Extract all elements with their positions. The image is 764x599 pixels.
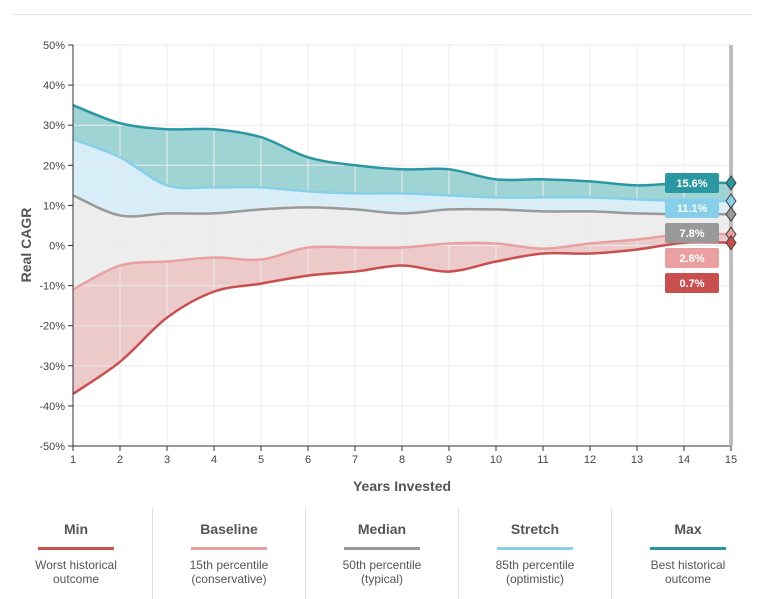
series-line-stretch <box>72 138 732 203</box>
end-label-min: 0.7% <box>679 278 704 290</box>
x-tick-label: 1 <box>70 454 76 466</box>
y-tick-label: -30% <box>39 361 65 373</box>
band-fill-stretch <box>73 139 731 217</box>
legend-item-max: Max Best historical outcome <box>611 508 764 599</box>
end-marker-min[interactable] <box>725 234 737 251</box>
x-tick-label: 12 <box>584 454 596 466</box>
band-fill-max <box>73 105 731 202</box>
end-value-labels: 15.6% 11.1% 7.8% 2.8% 0.7% <box>665 172 719 293</box>
end-label-baseline: 2.8% <box>679 253 704 265</box>
x-axis-label: Years Invested <box>353 478 451 494</box>
legend-desc: outcome <box>52 572 100 586</box>
end-marker-max[interactable] <box>725 175 737 191</box>
legend-desc: (typical) <box>360 572 403 586</box>
y-tick-label: -10% <box>39 281 65 293</box>
y-tick-label: -50% <box>39 441 65 453</box>
end-label-box-min <box>665 272 719 293</box>
end-label-max: 15.6% <box>676 178 707 190</box>
y-tick-label: 50% <box>43 40 65 52</box>
y-tick-label: 40% <box>43 80 65 92</box>
x-tick-label: 10 <box>490 454 502 466</box>
legend-desc: (conservative) <box>191 572 267 586</box>
y-tick-label: 30% <box>43 120 65 132</box>
legend-desc: outcome <box>664 572 712 586</box>
end-label-median: 7.8% <box>679 228 704 240</box>
y-tick-label: -20% <box>39 321 65 333</box>
legend-item-min: Min Worst historical outcome <box>0 508 152 599</box>
legend-title: Stretch <box>510 521 560 537</box>
legend-swatch <box>344 547 420 550</box>
legend-item-median: Median 50th percentile (typical) <box>305 508 458 599</box>
x-tick-label: 11 <box>537 454 548 466</box>
legend: Min Worst historical outcome Baseline 15… <box>0 508 764 599</box>
y-tick-label: 10% <box>43 200 65 212</box>
series-lines <box>72 103 732 395</box>
legend-desc: Worst historical <box>35 558 117 572</box>
end-label-box-median <box>665 222 719 243</box>
legend-title: Baseline <box>200 521 258 537</box>
series-line-max <box>72 103 732 187</box>
y-tick-label: 0% <box>49 241 65 253</box>
y-tick-label: 20% <box>43 160 65 172</box>
y-tick-label: -40% <box>39 401 65 413</box>
x-tick-label: 6 <box>305 454 311 466</box>
end-label-box-baseline <box>665 247 719 268</box>
x-tick-label: 9 <box>446 454 452 466</box>
legend-item-stretch: Stretch 85th percentile (optimistic) <box>458 508 611 599</box>
band-fill-baseline <box>73 233 731 394</box>
legend-swatch <box>650 547 726 550</box>
x-tick-label: 2 <box>117 454 123 466</box>
end-label-box-max <box>665 172 719 193</box>
top-divider <box>12 14 752 15</box>
cagr-chart: 50%40%30%20%10%0%-10%-20%-30%-40%-50%1 2 3… <box>18 40 737 494</box>
series-line-min <box>72 240 732 395</box>
x-tick-label: 15 <box>725 454 737 466</box>
legend-desc: 85th percentile <box>495 558 575 572</box>
end-markers[interactable] <box>725 175 737 251</box>
series-line-baseline <box>72 232 732 291</box>
x-tick-label: 8 <box>399 454 405 466</box>
y-axis-label: Real CAGR <box>18 208 34 283</box>
legend-desc: (optimistic) <box>505 572 564 586</box>
end-marker-median[interactable] <box>725 206 737 223</box>
series-line-median <box>72 194 732 218</box>
x-tick-label: 4 <box>211 454 217 466</box>
legend-swatch <box>38 547 114 550</box>
legend-title: Median <box>357 521 407 537</box>
legend-desc: 15th percentile <box>189 558 269 572</box>
end-label-stretch: 11.1% <box>677 203 708 215</box>
legend-title: Max <box>674 521 702 537</box>
legend-desc: Best historical <box>650 558 726 572</box>
legend-swatch <box>191 547 267 550</box>
x-tick-label: 14 <box>678 454 690 466</box>
grid-lines <box>72 44 732 447</box>
legend-swatch <box>497 547 573 550</box>
x-tick-label: 7 <box>352 454 358 466</box>
x-tick-label: 13 <box>631 454 643 466</box>
x-tick-label: 5 <box>258 454 264 466</box>
legend-item-baseline: Baseline 15th percentile (conservative) <box>152 508 305 599</box>
x-tick-label: 3 <box>164 454 170 466</box>
tick-labels: 50%40%30%20%10%0%-10%-20%-30%-40%-50%1 2 3… <box>39 40 737 466</box>
legend-title: Min <box>63 521 89 537</box>
end-label-box-stretch <box>665 197 719 218</box>
legend-desc: 50th percentile <box>342 558 422 572</box>
